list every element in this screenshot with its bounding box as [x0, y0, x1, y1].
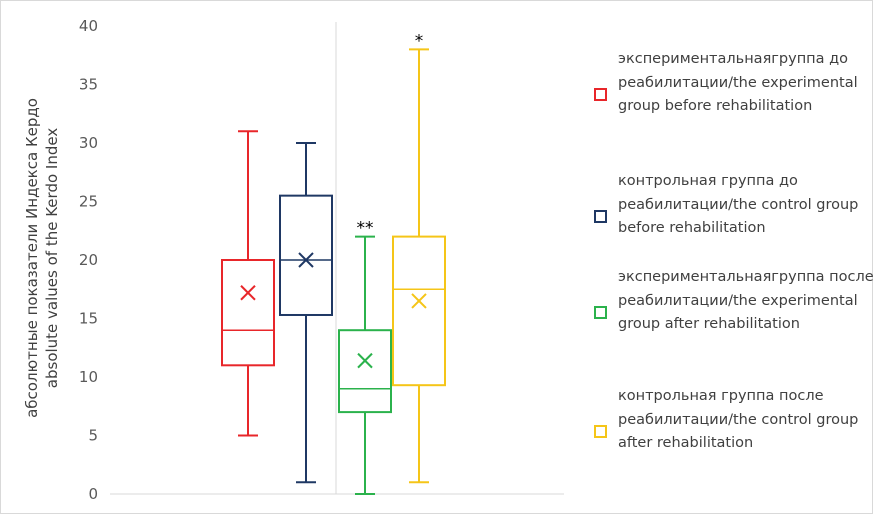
y-axis-title: абсолютные показатели Индекса Кердо abso…	[23, 98, 61, 418]
box-iqr	[338, 329, 392, 414]
box-iqr	[279, 194, 333, 316]
legend-label: экспериментальнаягруппа после реабилитац…	[618, 269, 873, 332]
legend-swatch	[594, 210, 607, 223]
legend-label: контрольная группа после реабилитации/th…	[618, 388, 859, 451]
y-tick-label: 15	[79, 310, 98, 328]
legend-item: контрольная группа до реабилитации/the c…	[594, 170, 873, 241]
box-group	[221, 130, 275, 437]
y-tick-label: 0	[88, 485, 98, 503]
mean-marker	[298, 252, 314, 268]
legend-swatch	[594, 425, 607, 438]
mean-marker	[357, 352, 373, 369]
box-iqr	[392, 235, 446, 387]
legend-label: контрольная группа до реабилитации/the c…	[618, 173, 859, 236]
mean-marker	[240, 285, 256, 301]
legend-item: контрольная группа после реабилитации/th…	[594, 385, 873, 456]
y-axis-title-line2: absolute values of the Kerdo Index	[43, 128, 61, 389]
y-tick-label: 30	[79, 134, 98, 152]
box-iqr	[221, 259, 275, 367]
box-group: *	[392, 31, 446, 484]
legend-label: экспериментальнаягруппа до реабилитации/…	[618, 51, 858, 114]
y-tick-label: 10	[79, 368, 98, 386]
y-axis-ticks: 0 5 10 15 20 25 30 35 40	[79, 17, 98, 503]
significance-marker: *	[415, 31, 424, 51]
legend-item: экспериментальнаягруппа до реабилитации/…	[594, 48, 873, 119]
y-tick-label: 40	[79, 17, 98, 35]
box-group	[279, 142, 333, 484]
y-tick-label: 20	[79, 251, 98, 269]
y-axis-title-line1: абсолютные показатели Индекса Кердо	[23, 98, 41, 418]
mean-marker	[411, 293, 427, 309]
legend-swatch	[594, 88, 607, 101]
y-tick-label: 5	[88, 427, 98, 445]
box-plots: ***	[221, 31, 446, 495]
legend-item: экспериментальнаягруппа после реабилитац…	[594, 266, 873, 337]
legend-swatch	[594, 306, 607, 319]
y-tick-label: 35	[79, 76, 98, 94]
y-tick-label: 25	[79, 193, 98, 211]
significance-marker: **	[357, 219, 374, 239]
box-group: **	[338, 219, 392, 495]
